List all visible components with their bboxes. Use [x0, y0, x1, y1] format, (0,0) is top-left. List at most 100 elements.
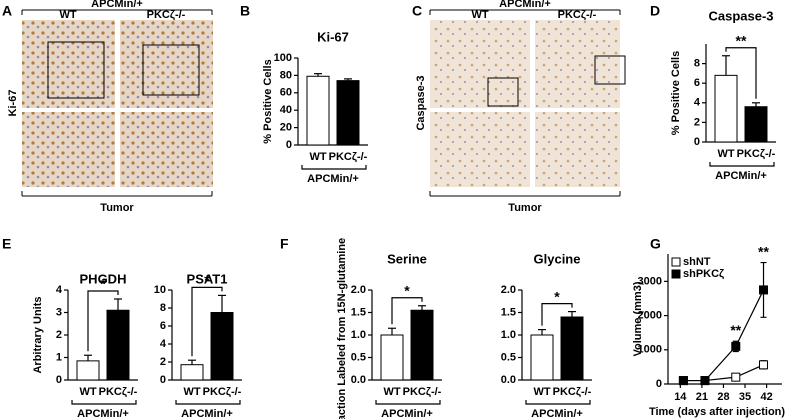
y-tick-label: 2000	[638, 309, 662, 321]
micrographs-a	[21, 9, 213, 197]
chart-title: PSAT1	[187, 271, 228, 286]
x-tick-label: PKCζ-/-	[553, 386, 592, 398]
group-bracket	[71, 400, 137, 405]
annotation: **	[730, 322, 741, 338]
y-tick-label: 60	[280, 87, 292, 99]
y-tick-label: 4	[56, 284, 63, 296]
significance-label: *	[554, 288, 560, 304]
point	[731, 341, 741, 351]
point	[700, 376, 710, 386]
y-tick-label: 10	[154, 284, 166, 296]
x-tick-label: 42	[760, 391, 772, 403]
panel-letter: D	[650, 3, 660, 19]
group-bracket	[375, 400, 441, 405]
y-tick-label: 0	[160, 374, 166, 386]
significance-bracket	[191, 286, 223, 357]
chart-title: Glycine	[534, 251, 581, 266]
column-label: PKCζ-/-	[147, 9, 186, 21]
group-bracket	[525, 400, 591, 405]
bottom-label: Tumor	[508, 202, 542, 214]
y-tick-label: 0.0	[501, 374, 516, 386]
group-label: APCMin/+	[77, 408, 129, 419]
y-tick-label: 1.5	[501, 306, 516, 318]
legend-swatch	[671, 269, 681, 279]
y-tick-label: 0.5	[501, 351, 516, 363]
significance-label: *	[204, 272, 210, 288]
chart-title: Ki-67	[317, 29, 349, 44]
y-tick-label: 1	[56, 351, 62, 363]
y-tick-label: 0.0	[351, 374, 366, 386]
y-axis-label: % Positive Cells	[262, 59, 274, 143]
column-label: WT	[59, 9, 76, 21]
y-tick-label: 4	[160, 338, 167, 350]
group-label: APCMin/+	[531, 408, 583, 419]
series-line	[683, 289, 765, 382]
bar	[336, 80, 360, 146]
x-tick-label: PKCζ-/-	[99, 386, 138, 398]
panel-letter: G	[650, 236, 661, 252]
y-tick-label: 3000	[638, 275, 662, 287]
y-tick-label: 0	[694, 136, 700, 148]
bottom-label: Tumor	[100, 202, 134, 214]
group-label: APCMin/+	[381, 408, 433, 419]
point	[731, 372, 741, 382]
bar	[530, 334, 554, 381]
point	[678, 376, 688, 386]
y-tick-label: 1.5	[351, 306, 366, 318]
x-tick-label: WT	[183, 386, 200, 398]
y-tick-label: 0	[286, 139, 292, 151]
chart-title: Serine	[387, 251, 427, 266]
micrographs-c	[429, 9, 626, 197]
group-label: APCMin/+	[91, 0, 143, 10]
point	[759, 285, 769, 295]
panel-letter: F	[280, 236, 289, 252]
bar	[306, 75, 330, 146]
significance-label: *	[100, 276, 106, 292]
x-tick-label: PKCζ-/-	[403, 386, 442, 398]
legend-label: shPKCζ	[683, 268, 724, 280]
y-tick-label: 8	[160, 302, 166, 314]
point	[759, 360, 769, 370]
group-bracket	[175, 400, 241, 405]
y-tick-label: 8	[694, 58, 700, 70]
significance-bracket	[725, 47, 757, 99]
x-tick-label: 28	[717, 391, 729, 403]
x-tick-label: WT	[79, 386, 96, 398]
y-tick-label: 2.0	[351, 284, 366, 296]
x-tick-label: 21	[696, 391, 708, 403]
x-tick-label: PKCζ-/-	[203, 386, 242, 398]
y-tick-label: 0.5	[351, 351, 366, 363]
x-tick-label: WT	[383, 386, 400, 398]
bar	[210, 312, 234, 381]
panel-letter: B	[240, 3, 250, 19]
y-tick-label: 0	[56, 374, 62, 386]
y-tick-label: 4	[694, 97, 701, 109]
group-label: APCMin/+	[499, 0, 551, 10]
significance-bracket	[87, 290, 119, 352]
row-label: Caspase-3	[415, 75, 427, 130]
x-tick-label: WT	[533, 386, 550, 398]
significance-label: **	[736, 32, 747, 48]
bar	[560, 316, 584, 381]
y-tick-label: 6	[160, 320, 166, 332]
column-label: PKCζ-/-	[558, 9, 597, 21]
group-bracket	[709, 162, 775, 167]
y-tick-label: 2.0	[501, 284, 516, 296]
bar	[106, 309, 130, 381]
y-tick-label: 1000	[638, 344, 662, 356]
y-tick-label: 0	[656, 378, 662, 390]
y-tick-label: 1.0	[351, 329, 366, 341]
panel-letter: C	[412, 3, 422, 19]
y-tick-label: 40	[280, 104, 292, 116]
y-axis-label: % Positive Cells	[670, 51, 682, 135]
chart-title: Caspase-3	[708, 8, 773, 23]
y-tick-label: 1.0	[501, 329, 516, 341]
group-label: APCMin/+	[181, 408, 233, 419]
series-line	[683, 364, 764, 382]
x-axis-label: Time (days after injection)	[649, 406, 785, 418]
bar	[380, 334, 404, 381]
row-label: Ki-67	[7, 90, 19, 117]
bar	[714, 74, 738, 143]
bar	[180, 364, 204, 381]
